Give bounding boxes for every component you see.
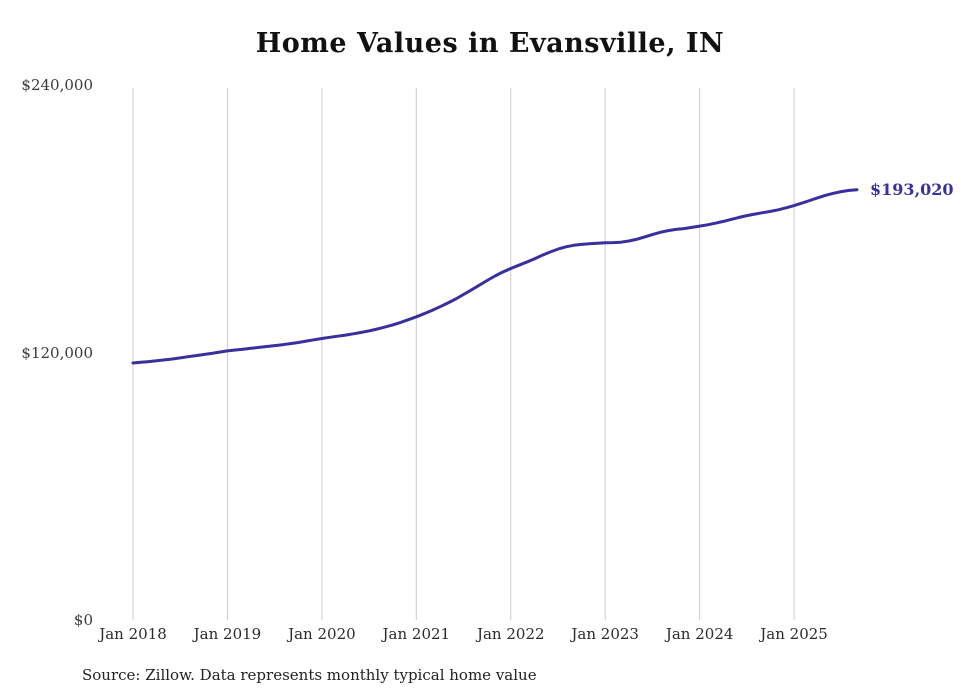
x-axis-tick-label: Jan 2023: [571, 625, 639, 643]
x-axis: Jan 2018 Jan 2019 Jan 2020 Jan 2021 Jan 2022…: [0, 625, 980, 647]
home-value-line: [131, 188, 859, 365]
y-axis-tick-label: $0: [73, 611, 93, 629]
x-axis-tick-label: Jan 2021: [382, 625, 451, 643]
latest-value-label: $193,020: [870, 179, 954, 199]
x-axis-tick-label: Jan 2024: [665, 625, 734, 643]
chart-title: Home Values in Evansville, IN: [255, 28, 725, 59]
source-note: Source: Zillow. Data represents monthly …: [82, 666, 537, 684]
x-axis-tick-label: Jan 2025: [760, 625, 828, 643]
x-axis-tick-label: Jan 2018: [99, 625, 167, 643]
x-axis-tick-label: Jan 2019: [193, 625, 262, 643]
y-axis-tick-label: $240,000: [21, 76, 93, 94]
x-axis-tick-label: Jan 2022: [476, 625, 545, 643]
x-axis-tick-label: Jan 2020: [288, 625, 356, 643]
y-axis-tick-label: $120,000: [21, 343, 93, 362]
